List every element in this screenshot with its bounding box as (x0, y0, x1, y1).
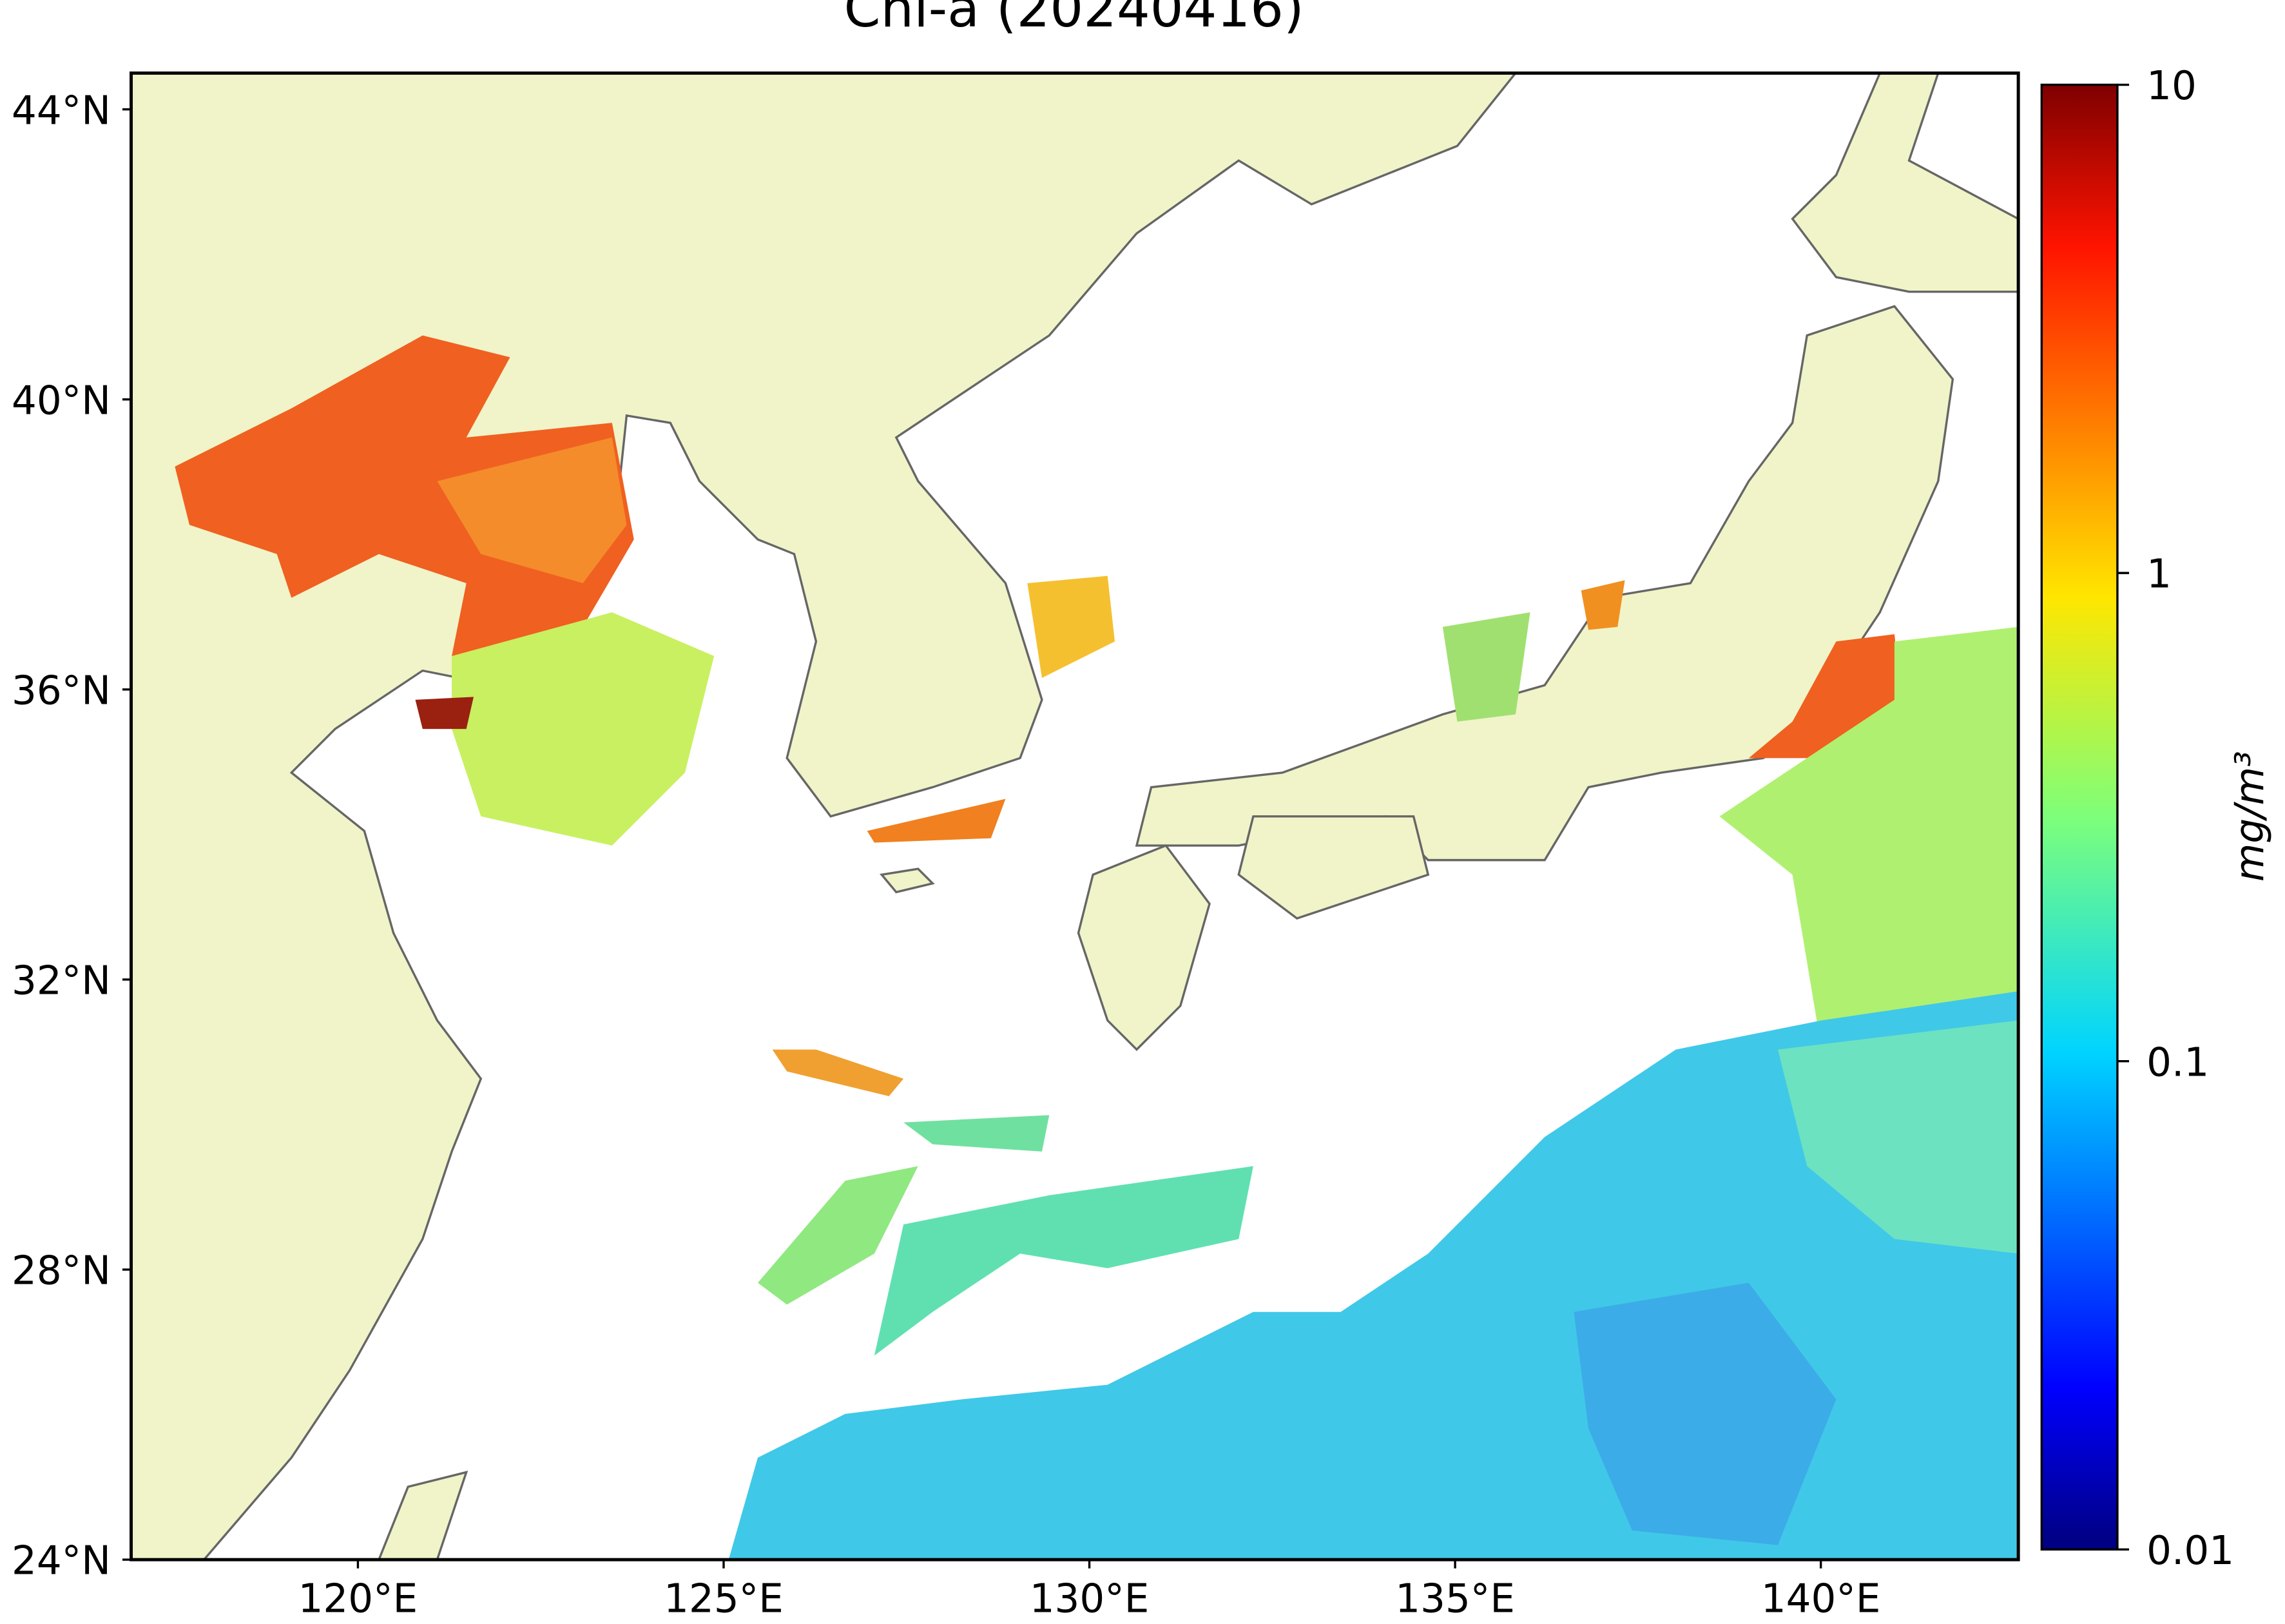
y-tick-label: 24°N (12, 1538, 111, 1584)
chlorophyll-field (175, 335, 2019, 1560)
colorbar-tick-label: 0.1 (2146, 1039, 2209, 1085)
jeju (879, 867, 935, 894)
colorbar-tick-label: 1 (2146, 552, 2172, 597)
kyushu (1077, 844, 1211, 1052)
map-layer (131, 73, 2019, 1560)
x-tick-label: 135°E (1395, 1576, 1515, 1622)
chart-title: Chl-a (20240416) (844, 0, 1304, 39)
y-tick-label: 40°N (12, 378, 111, 423)
y-tick-label: 32°N (12, 958, 111, 1004)
y-tick-label: 28°N (12, 1248, 111, 1294)
y-tick-label: 36°N (12, 668, 111, 713)
taiwan (378, 1471, 468, 1560)
x-tick-label: 125°E (664, 1576, 784, 1622)
y-tick-label: 44°N (12, 88, 111, 133)
shikoku (1237, 815, 1430, 920)
x-tick-label: 130°E (1030, 1576, 1150, 1622)
x-tick-label: 140°E (1761, 1576, 1881, 1622)
colorbar-tick-label: 10 (2146, 63, 2197, 109)
colorbar (2040, 83, 2119, 1551)
colorbar-tick-label: 0.01 (2146, 1528, 2234, 1574)
colorbar-label: mg/m³ (2227, 751, 2273, 882)
map-frame (130, 71, 2020, 1561)
x-tick-label: 120°E (298, 1576, 418, 1622)
hokkaido (1791, 73, 2019, 293)
